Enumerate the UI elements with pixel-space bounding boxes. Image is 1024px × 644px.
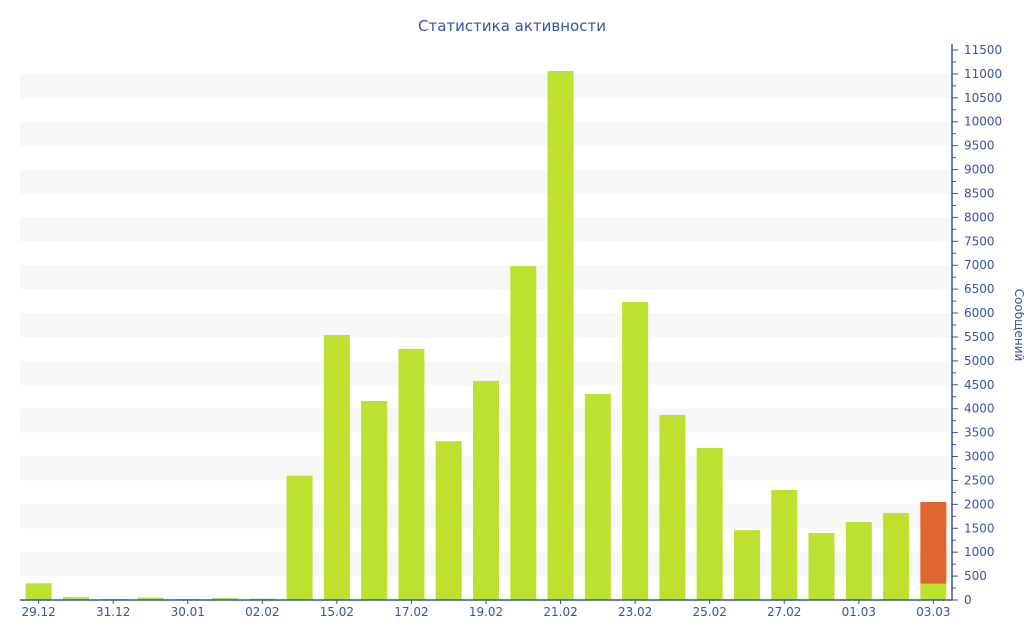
bar-base bbox=[137, 597, 164, 600]
y-tick-label: 7500 bbox=[964, 234, 995, 248]
grid-band bbox=[20, 360, 952, 385]
y-tick-label: 6500 bbox=[964, 282, 995, 296]
y-tick-label: 1500 bbox=[964, 521, 995, 535]
y-tick-label: 2500 bbox=[964, 473, 995, 487]
bar-base bbox=[659, 414, 686, 600]
x-tick-label: 27.02 bbox=[767, 605, 801, 619]
bar-base bbox=[510, 266, 537, 600]
y-tick-label: 5000 bbox=[964, 354, 995, 368]
bars bbox=[25, 71, 947, 601]
grid-band bbox=[20, 121, 952, 146]
x-tick-label: 31.12 bbox=[96, 605, 130, 619]
x-tick-label: 01.03 bbox=[842, 605, 876, 619]
bar-base bbox=[323, 335, 350, 600]
y-tick-label: 3000 bbox=[964, 450, 995, 464]
bar-base bbox=[473, 380, 499, 600]
y-tick-label: 500 bbox=[964, 569, 987, 583]
y-tick-label: 4500 bbox=[964, 378, 995, 392]
y-tick-label: 10500 bbox=[964, 91, 1002, 105]
bar-base bbox=[212, 598, 239, 600]
x-tick-label: 15.02 bbox=[320, 605, 354, 619]
bar-base bbox=[733, 530, 760, 600]
bar-base bbox=[808, 533, 835, 600]
bar-base bbox=[771, 490, 798, 600]
bar-base bbox=[845, 522, 872, 600]
bar-base bbox=[696, 447, 723, 600]
x-tick-label: 17.02 bbox=[394, 605, 428, 619]
x-tick-label: 03.03 bbox=[916, 605, 950, 619]
y-tick-label: 9000 bbox=[964, 163, 995, 177]
bar-base bbox=[286, 475, 313, 600]
y-tick-label: 8500 bbox=[964, 186, 995, 200]
y-tick-label: 3500 bbox=[964, 426, 995, 440]
bar-base bbox=[584, 393, 611, 600]
bar-base bbox=[25, 583, 52, 600]
grid-band bbox=[20, 169, 952, 194]
y-axis-label: Сообщений bbox=[1012, 289, 1024, 362]
bar-base bbox=[622, 302, 649, 600]
x-tick-label: 29.12 bbox=[21, 605, 55, 619]
x-tick-label: 23.02 bbox=[618, 605, 652, 619]
y-tick-label: 1000 bbox=[964, 545, 995, 559]
bar-base bbox=[883, 512, 910, 600]
x-tick-label: 21.02 bbox=[543, 605, 577, 619]
y-tick-label: 11500 bbox=[964, 43, 1002, 57]
y-tick-label: 10000 bbox=[964, 115, 1002, 129]
x-tick-label: 19.02 bbox=[469, 605, 503, 619]
grid-band bbox=[20, 265, 952, 290]
x-tick-label: 02.02 bbox=[245, 605, 279, 619]
y-tick-label: 9500 bbox=[964, 139, 995, 153]
bar-base bbox=[361, 401, 388, 600]
y-tick-label: 4000 bbox=[964, 402, 995, 416]
y-tick-label: 2000 bbox=[964, 497, 995, 511]
bar-base bbox=[547, 71, 574, 601]
bar-base bbox=[435, 441, 462, 600]
grid-band bbox=[20, 217, 952, 242]
bar-base bbox=[398, 348, 425, 600]
x-tick-label: 30.01 bbox=[171, 605, 205, 619]
bar-base bbox=[62, 597, 89, 600]
y-tick-label: 5500 bbox=[964, 330, 995, 344]
grid-band bbox=[20, 313, 952, 337]
y-tick-label: 7000 bbox=[964, 258, 995, 272]
x-tick-label: 25.02 bbox=[693, 605, 727, 619]
y-tick-label: 11000 bbox=[964, 67, 1002, 81]
y-tick-label: 8000 bbox=[964, 210, 995, 224]
bar-highlight bbox=[920, 501, 947, 584]
chart-title: Статистика активности bbox=[418, 17, 606, 35]
grid-band bbox=[20, 73, 952, 98]
x-axis: 29.12 31.12 30.01 02.02 15.02 17.02 19.02 21.02… bbox=[20, 599, 952, 619]
y-axis: 0 500 1000 1500 2000 2500 3000 3500 4000 4500 5000… bbox=[951, 43, 1002, 607]
bar-base bbox=[920, 583, 947, 600]
y-tick-label: 6000 bbox=[964, 306, 995, 320]
y-tick-label: 0 bbox=[964, 593, 972, 607]
